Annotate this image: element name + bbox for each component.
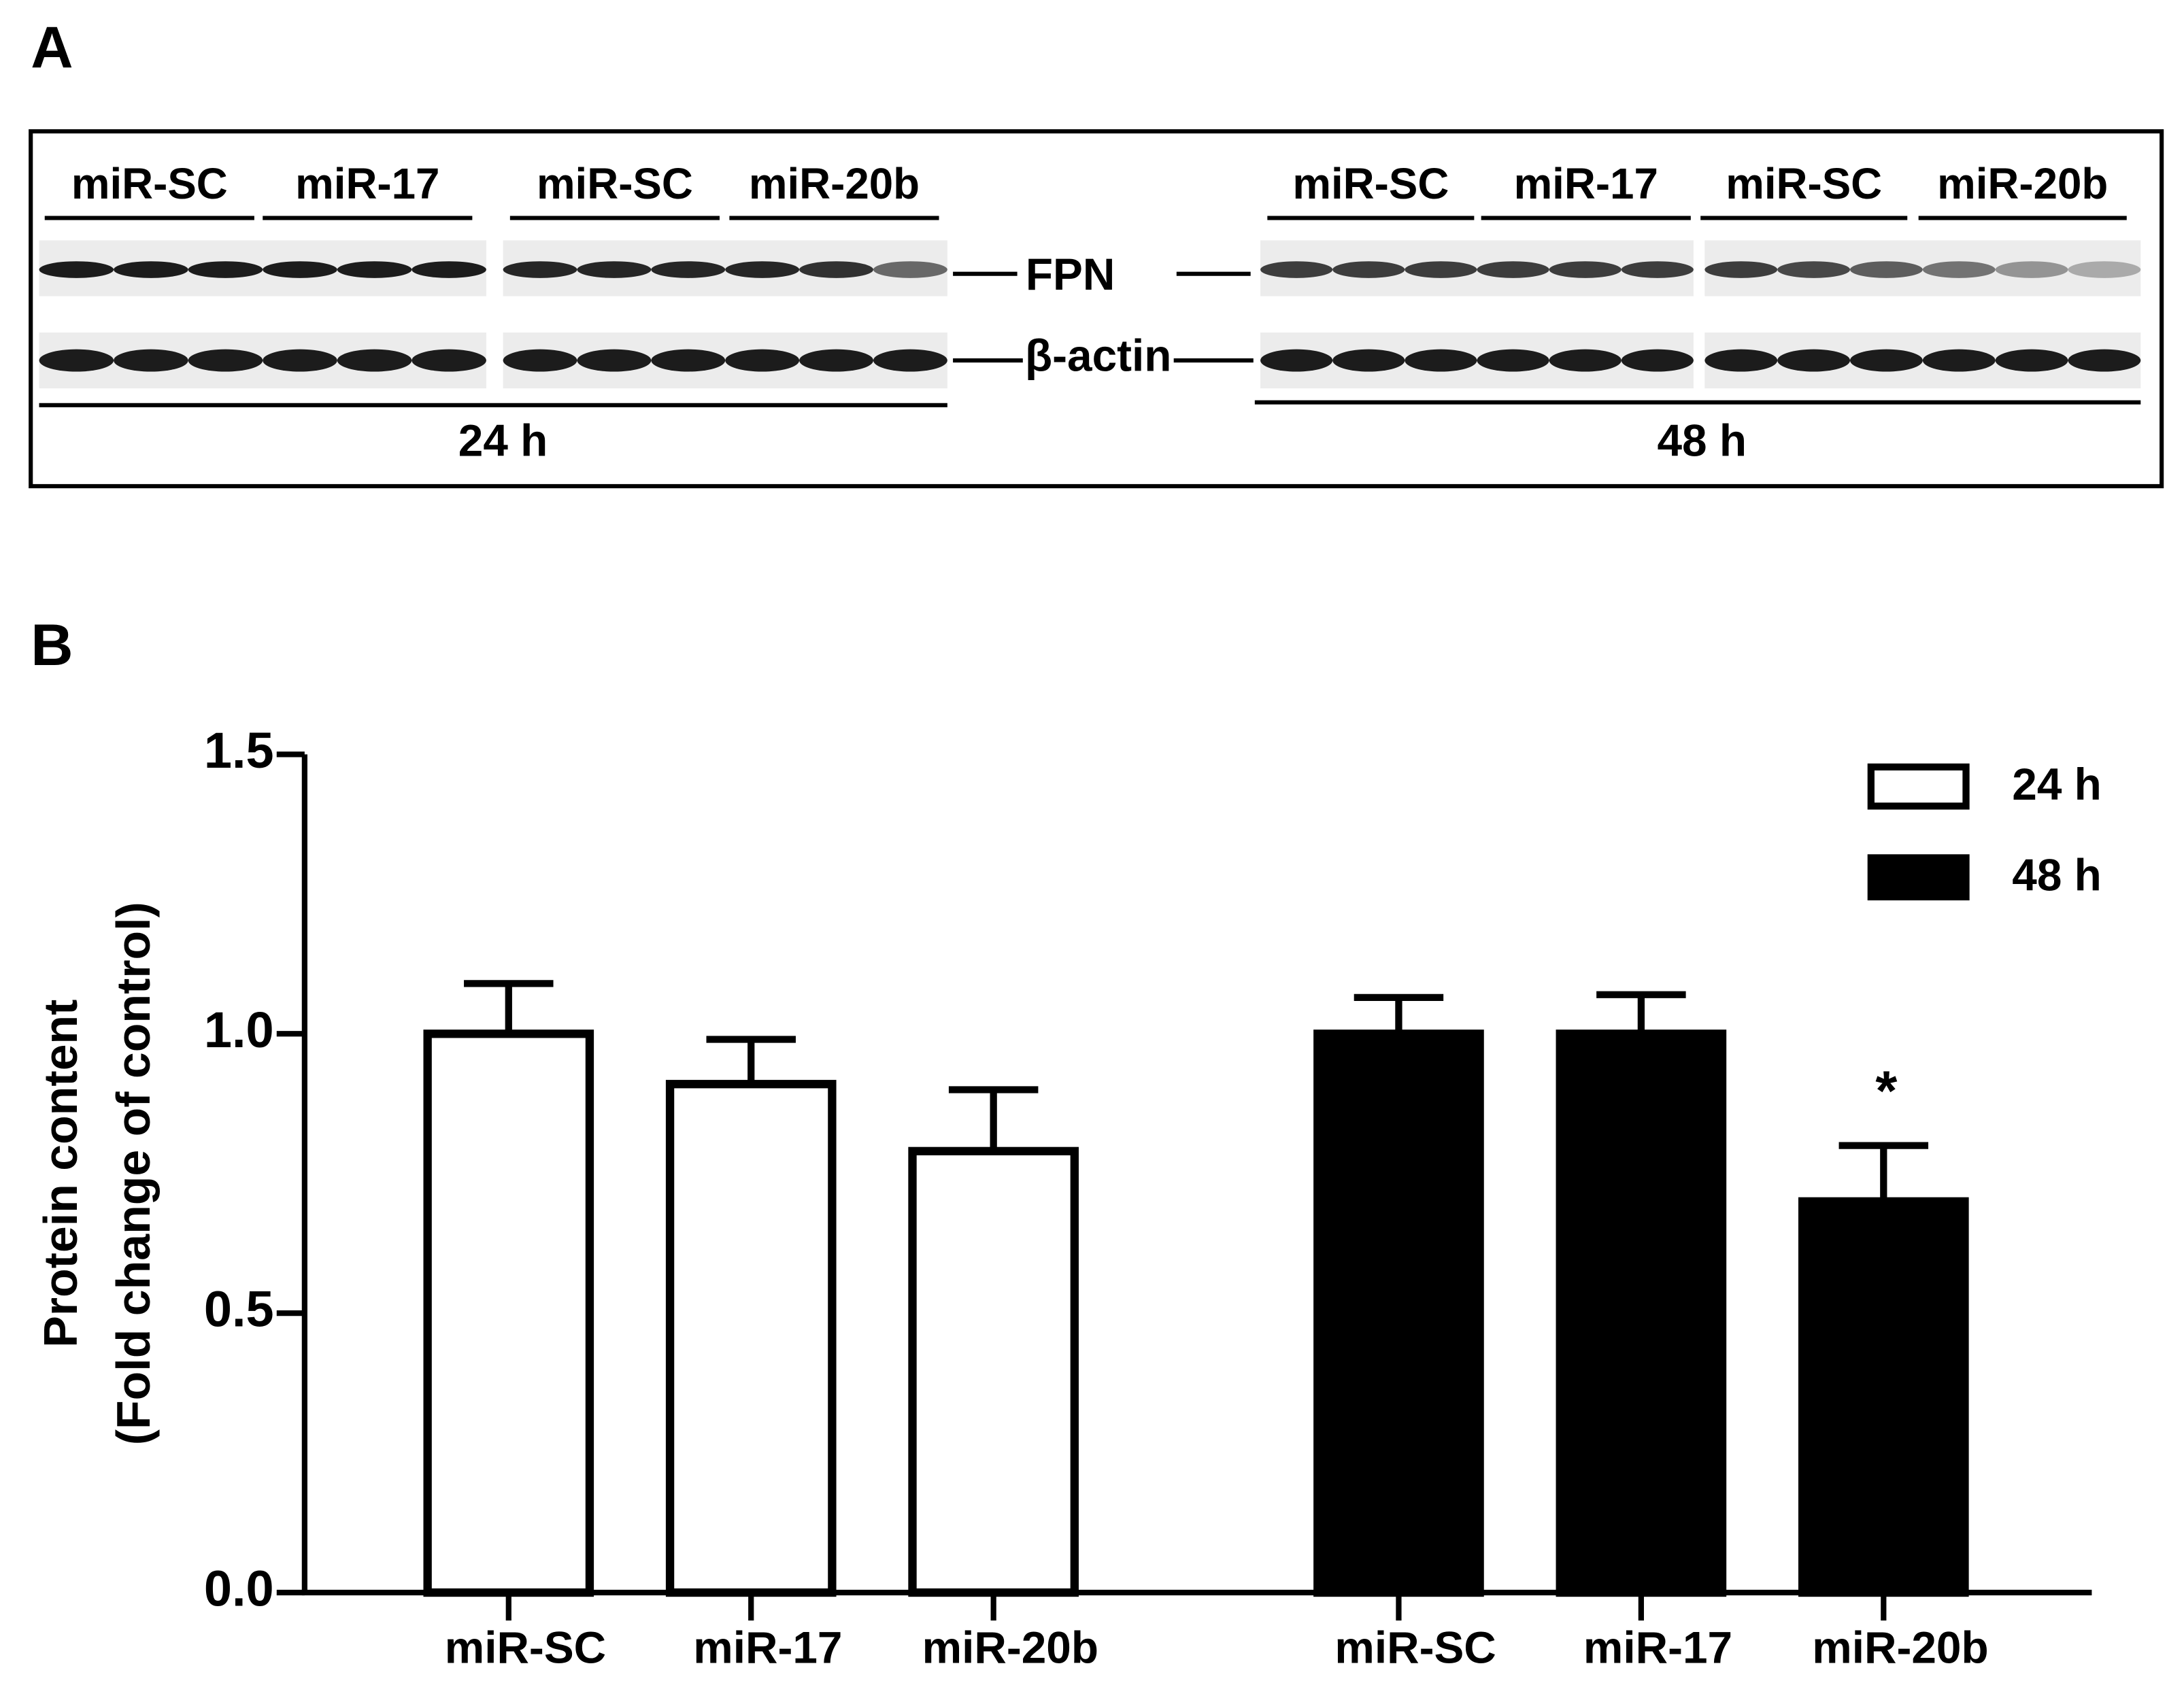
- band-label: FPN: [1026, 249, 1115, 299]
- blot-band: [873, 349, 947, 372]
- x-tick-label: miR-SC: [445, 1622, 606, 1673]
- blot-band: [1549, 261, 1622, 278]
- blot-frame: [29, 129, 2164, 489]
- blot-band: [651, 349, 726, 372]
- blot-band: [577, 349, 652, 372]
- blot-band: [1405, 261, 1477, 278]
- blot-band: [188, 349, 263, 372]
- blot-band: [114, 349, 188, 372]
- blot-band: [503, 349, 577, 372]
- blot-band: [39, 349, 114, 372]
- group-label: miR-20b: [1937, 160, 2108, 208]
- blot-band: [1621, 261, 1694, 278]
- bar: [1313, 1030, 1484, 1597]
- blot-band: [1549, 349, 1622, 372]
- group-label: miR-SC: [1292, 160, 1449, 208]
- time-label: 24 h: [458, 415, 548, 466]
- group-label: miR-17: [295, 160, 439, 208]
- blot-band: [2068, 261, 2141, 278]
- legend-swatch: [1867, 854, 1970, 901]
- y-tick-label: 0.5: [204, 1281, 274, 1338]
- blot-band: [1850, 261, 1923, 278]
- x-tick-label: miR-17: [693, 1622, 842, 1673]
- blot-strip: [1260, 240, 1694, 296]
- blot-band: [503, 261, 577, 278]
- y-tick-label: 1.0: [204, 1002, 274, 1058]
- blot-band: [799, 261, 873, 278]
- group-label: miR-20b: [749, 160, 920, 208]
- blot-band: [39, 261, 114, 278]
- blot-band: [1477, 349, 1549, 372]
- blot-strip: [1704, 240, 2141, 296]
- group-label: miR-SC: [1726, 160, 1882, 208]
- blot-band: [1260, 261, 1333, 278]
- bar: [1798, 1197, 1969, 1597]
- blot-band: [873, 261, 947, 278]
- bar: [665, 1080, 837, 1597]
- blot-band: [114, 261, 188, 278]
- y-tick-label: 1.5: [204, 722, 274, 779]
- band-label: β-actin: [1025, 330, 1171, 380]
- bar: [423, 1030, 594, 1597]
- panel-label: A: [31, 15, 73, 80]
- blot-band: [1777, 261, 1851, 278]
- blot-strip: [39, 240, 486, 296]
- y-axis-label: Protein content: [34, 1000, 87, 1348]
- panel-label: B: [31, 613, 73, 678]
- blot-band: [1777, 349, 1851, 372]
- bar: [908, 1146, 1079, 1597]
- y-tick-label: 0.0: [204, 1561, 274, 1617]
- x-tick-label: miR-20b: [922, 1622, 1098, 1673]
- blot-band: [337, 349, 412, 372]
- bar: [1556, 1030, 1727, 1597]
- blot-band: [799, 349, 873, 372]
- blot-strip: [503, 240, 947, 296]
- blot-band: [1704, 261, 1778, 278]
- blot-band: [1477, 261, 1549, 278]
- blot-band: [725, 349, 800, 372]
- blot-band: [1621, 349, 1694, 372]
- blot-band: [1850, 349, 1923, 372]
- x-tick-label: miR-SC: [1334, 1622, 1496, 1673]
- blot-band: [725, 261, 800, 278]
- blot-band: [1332, 261, 1405, 278]
- blot-band: [1704, 349, 1778, 372]
- blot-band: [411, 261, 486, 278]
- blot-band: [1922, 349, 1996, 372]
- blot-band: [1922, 261, 1996, 278]
- blot-band: [337, 261, 412, 278]
- blot-band: [651, 261, 726, 278]
- blot-band: [577, 261, 652, 278]
- blot-band: [263, 349, 337, 372]
- legend-label: 24 h: [2012, 759, 2102, 809]
- blot-band: [188, 261, 263, 278]
- blot-band: [2068, 349, 2141, 372]
- blot-band: [1260, 349, 1333, 372]
- legend-label: 48 h: [2012, 850, 2102, 900]
- blot-band: [1332, 349, 1405, 372]
- blot-band: [411, 349, 486, 372]
- blot-band: [1405, 349, 1477, 372]
- x-tick-label: miR-20b: [1812, 1622, 1988, 1673]
- annotation: *: [1875, 1060, 1897, 1122]
- y-axis-label: (Fold change of control): [107, 902, 160, 1445]
- time-label: 48 h: [1657, 415, 1747, 466]
- blot-band: [1995, 349, 2068, 372]
- x-tick-label: miR-17: [1583, 1622, 1732, 1673]
- blot-band: [1995, 261, 2068, 278]
- blot-band: [263, 261, 337, 278]
- group-label: miR-17: [1514, 160, 1658, 208]
- group-label: miR-SC: [71, 160, 228, 208]
- legend-swatch: [1867, 763, 1970, 810]
- group-label: miR-SC: [537, 160, 693, 208]
